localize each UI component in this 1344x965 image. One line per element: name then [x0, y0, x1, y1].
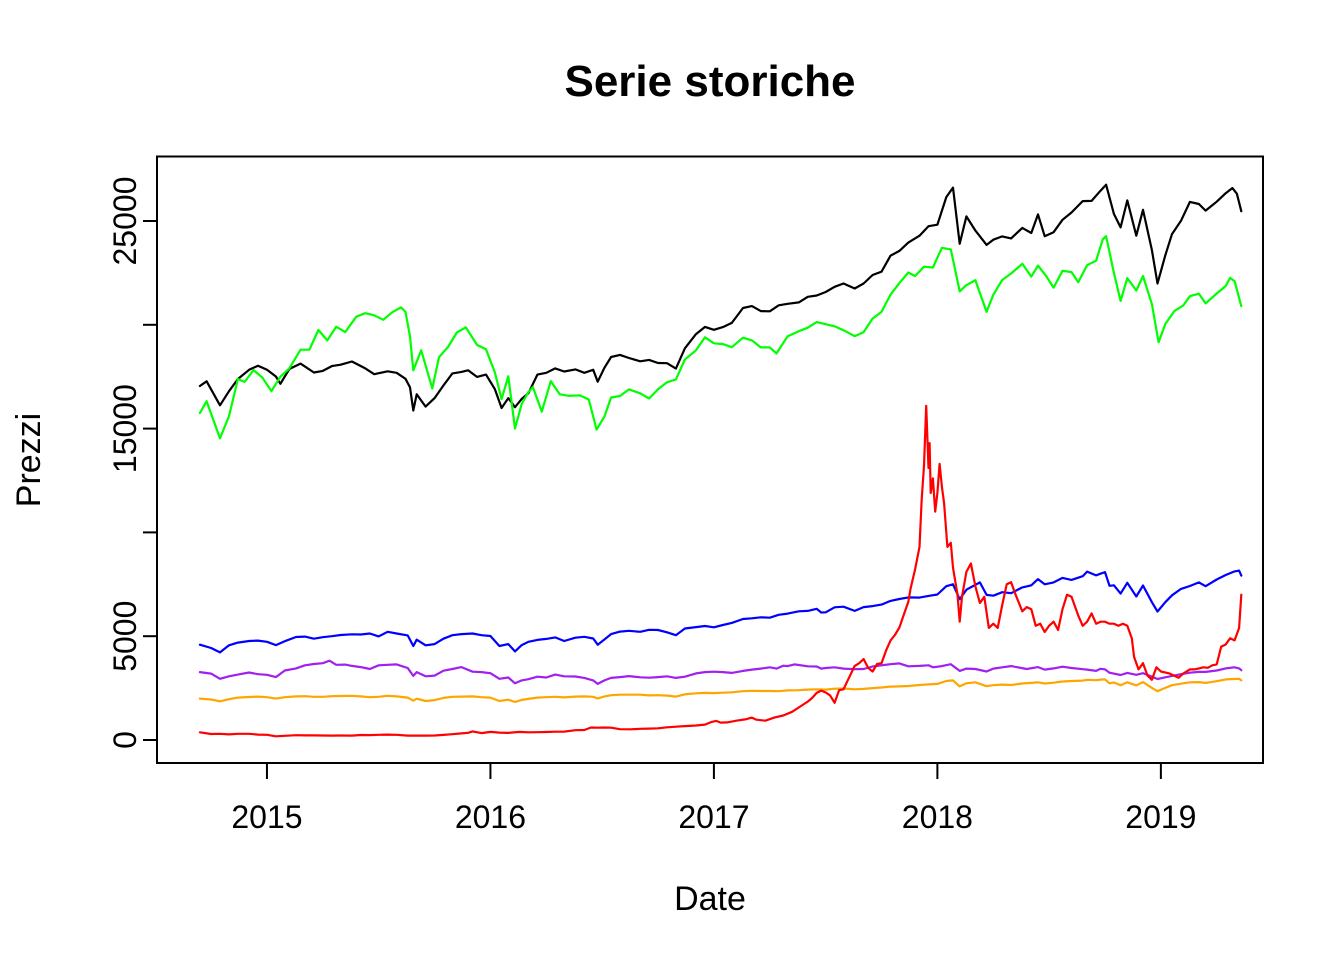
- series-line-black-series: [198, 183, 1243, 412]
- y-tick-label: 25000: [107, 177, 143, 266]
- series-line-orange-series: [198, 677, 1243, 704]
- y-tick-label: 15000: [107, 384, 143, 473]
- x-tick-label: 2018: [902, 799, 973, 835]
- x-tick-label: 2016: [455, 799, 526, 835]
- y-axis-title: Prezzi: [10, 413, 48, 507]
- x-tick-label: 2019: [1125, 799, 1196, 835]
- x-tick-label: 2015: [231, 799, 302, 835]
- chart-title: Serie storiche: [564, 57, 855, 106]
- y-tick-label: 0: [107, 731, 143, 749]
- series-line-green-series: [198, 235, 1243, 440]
- series-line-red-series: [198, 404, 1243, 738]
- series-line-blue-series: [198, 569, 1243, 654]
- x-tick-label: 2017: [678, 799, 749, 835]
- plot-area-border: [156, 155, 1264, 764]
- series-layer: [198, 183, 1243, 738]
- x-axis-title: Date: [674, 880, 746, 918]
- y-axis: 0 5000 15000 25000: [107, 177, 157, 749]
- series-line-purple-series: [198, 659, 1243, 686]
- y-tick-label: 5000: [107, 601, 143, 672]
- x-axis: 2015 2016 2017 2018 2019: [231, 763, 1196, 835]
